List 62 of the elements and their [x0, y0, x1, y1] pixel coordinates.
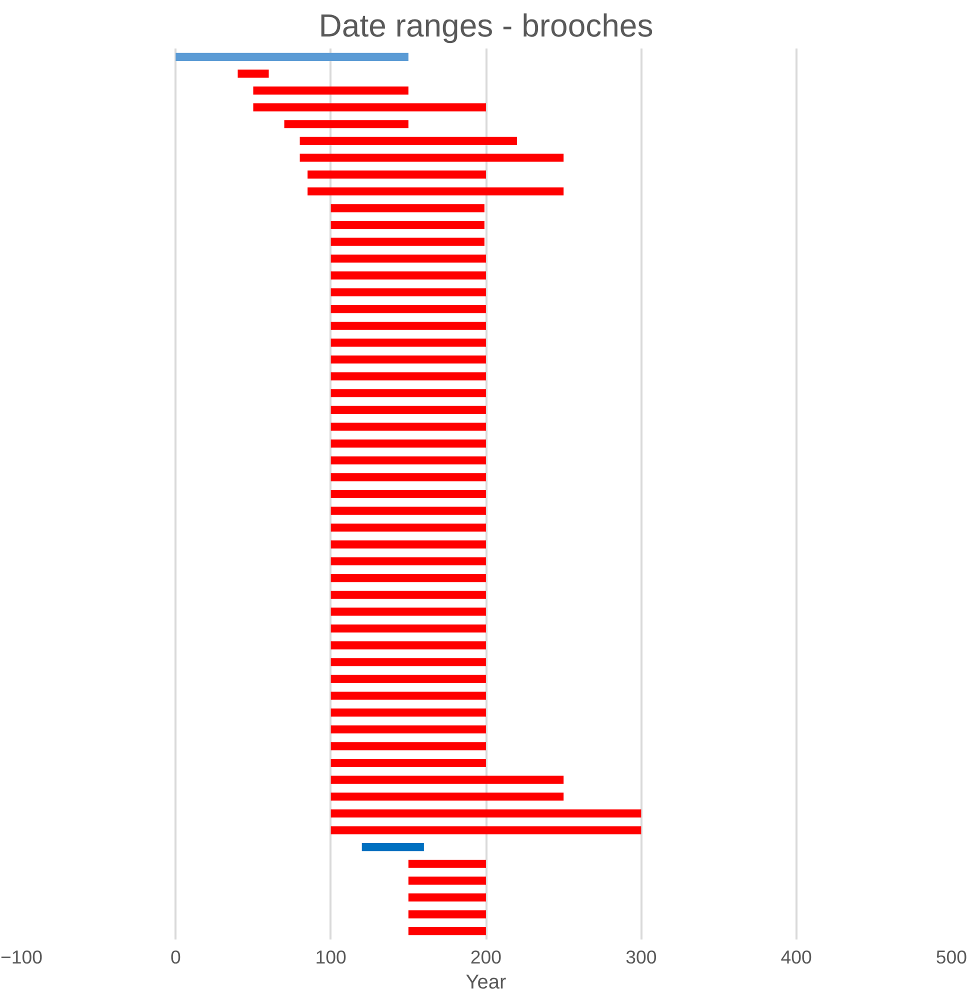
bar	[330, 271, 486, 280]
bar	[330, 355, 486, 364]
bar	[408, 876, 486, 885]
bar	[330, 305, 486, 314]
bar	[330, 456, 486, 464]
bar	[330, 204, 484, 212]
bar	[330, 725, 486, 734]
bar	[330, 792, 564, 801]
bar	[176, 52, 408, 61]
bar	[330, 540, 486, 548]
bar	[300, 154, 564, 162]
bar	[330, 288, 486, 296]
bar	[408, 860, 486, 868]
x-tick-label: 100	[315, 946, 346, 968]
bar	[330, 708, 486, 717]
x-tick-label: 0	[170, 946, 181, 968]
bar	[330, 440, 486, 448]
x-tick-label: 400	[780, 946, 812, 968]
bar	[253, 103, 486, 112]
bar	[330, 826, 642, 834]
bar	[308, 187, 564, 196]
bar	[330, 692, 486, 700]
bar	[330, 574, 486, 582]
bar	[330, 490, 486, 498]
bar	[330, 406, 486, 414]
bar	[330, 254, 486, 263]
bar	[308, 170, 486, 179]
bar	[330, 641, 486, 650]
x-tick-label: 200	[470, 946, 502, 968]
bar	[330, 658, 486, 666]
bar	[330, 220, 484, 230]
x-tick-label: 300	[626, 946, 657, 968]
bar	[330, 624, 486, 633]
bar	[330, 322, 486, 330]
bar	[330, 389, 486, 398]
bar	[330, 524, 486, 532]
bar	[238, 70, 269, 78]
bar	[408, 893, 486, 902]
bar	[330, 608, 486, 616]
bar	[408, 927, 486, 936]
bar	[408, 910, 486, 918]
bar	[284, 120, 408, 128]
bar	[330, 776, 564, 784]
x-axis-title: Year	[466, 972, 507, 994]
x-tick-label: 500	[936, 946, 968, 968]
bar	[330, 338, 486, 347]
bar	[253, 86, 408, 95]
bar	[300, 136, 518, 145]
bar	[330, 473, 486, 482]
bar	[330, 238, 484, 246]
bar	[362, 843, 424, 852]
bar	[330, 422, 486, 431]
bar	[330, 506, 486, 515]
bar	[330, 742, 486, 750]
bar	[330, 758, 486, 768]
bar	[330, 372, 486, 380]
bar	[330, 809, 642, 818]
x-tick-label: −100	[0, 946, 43, 968]
bar	[330, 557, 486, 566]
bar	[330, 674, 486, 683]
chart-title: Date ranges - brooches	[318, 8, 654, 44]
bar	[330, 590, 486, 599]
